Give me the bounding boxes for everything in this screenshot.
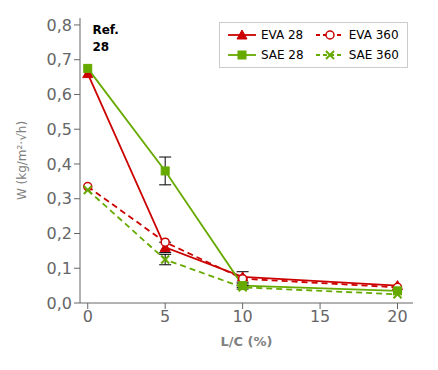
svg-text:10: 10 (232, 307, 252, 326)
svg-text:15: 15 (310, 307, 330, 326)
svg-text:28: 28 (92, 40, 109, 54)
svg-text:0,5: 0,5 (47, 120, 72, 139)
svg-text:Ref.: Ref. (92, 23, 119, 37)
svg-text:0,2: 0,2 (47, 224, 72, 243)
svg-text:5: 5 (160, 307, 170, 326)
html-text:EVA 360: EVA 360 (348, 28, 399, 42)
svg-text:0,3: 0,3 (47, 189, 72, 208)
svg-text:0,6: 0,6 (47, 85, 72, 104)
svg-text:0,7: 0,7 (47, 50, 72, 69)
svg-text:0: 0 (83, 307, 93, 326)
html-text:SAE 360: SAE 360 (348, 48, 399, 62)
svg-text:20: 20 (387, 307, 407, 326)
svg-text:L/C (%): L/C (%) (220, 334, 272, 349)
html-text:EVA 28: EVA 28 (260, 28, 304, 42)
svg-text:W (kg/m²·√h): W (kg/m²·√h) (15, 121, 29, 200)
svg-text:0,1: 0,1 (47, 259, 72, 278)
svg-text:0,8: 0,8 (47, 16, 72, 35)
html-text:SAE 28: SAE 28 (260, 48, 304, 62)
svg-text:0,0: 0,0 (47, 294, 72, 313)
svg-text:0,4: 0,4 (47, 155, 72, 174)
